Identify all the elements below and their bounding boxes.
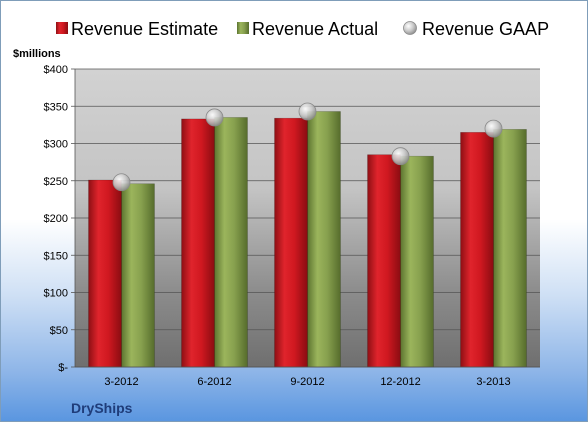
legend-swatch-revenue-estimate (56, 22, 68, 34)
y-tick-label: $350 (44, 101, 68, 113)
y-axis-ticks: $- $50 $100 $150 $200 $250 $300 $350 $400 (44, 64, 76, 374)
bar-revenue-estimate (88, 179, 122, 368)
legend-label-revenue-estimate: Revenue Estimate (71, 19, 218, 39)
y-unit-label: $millions (13, 48, 61, 60)
y-tick-label: $300 (44, 139, 68, 151)
y-tick-label: $400 (44, 64, 68, 76)
bar-revenue-actual (493, 129, 527, 368)
marker-revenue-gaap (484, 119, 503, 138)
bar-revenue-estimate (274, 117, 308, 368)
marker-revenue-gaap (205, 108, 224, 127)
bar-revenue-actual (307, 111, 341, 368)
bar-revenue-actual (121, 183, 155, 368)
x-tick-label: 3-2012 (104, 376, 138, 388)
marker-revenue-gaap (112, 173, 131, 192)
legend-marker-revenue-gaap (403, 21, 417, 35)
y-tick-label: $150 (44, 250, 68, 262)
company-label: DryShips (71, 400, 133, 416)
y-tick-label: $- (58, 362, 68, 374)
bars (88, 111, 527, 368)
x-tick-label: 3-2013 (476, 376, 510, 388)
bar-revenue-estimate (460, 132, 494, 368)
marker-revenue-gaap (391, 147, 410, 166)
legend: Revenue Estimate Revenue Actual Revenue … (56, 19, 549, 39)
bar-revenue-actual (400, 155, 434, 368)
x-tick-label: 9-2012 (290, 376, 324, 388)
y-tick-label: $100 (44, 288, 68, 300)
bar-revenue-actual (214, 117, 248, 368)
bar-revenue-estimate (181, 118, 215, 368)
y-tick-label: $200 (44, 213, 68, 225)
x-axis-ticks: 3-2012 6-2012 9-2012 12-2012 3-2013 (75, 366, 540, 388)
x-tick-label: 6-2012 (197, 376, 231, 388)
legend-swatch-revenue-actual (237, 22, 249, 34)
x-tick-label: 12-2012 (380, 376, 420, 388)
bar-revenue-estimate (367, 154, 401, 368)
y-tick-label: $250 (44, 176, 68, 188)
y-tick-label: $50 (50, 325, 68, 337)
legend-label-revenue-actual: Revenue Actual (252, 19, 378, 39)
marker-revenue-gaap (298, 102, 317, 121)
gaap-markers (112, 102, 503, 192)
legend-label-revenue-gaap: Revenue GAAP (422, 19, 549, 39)
